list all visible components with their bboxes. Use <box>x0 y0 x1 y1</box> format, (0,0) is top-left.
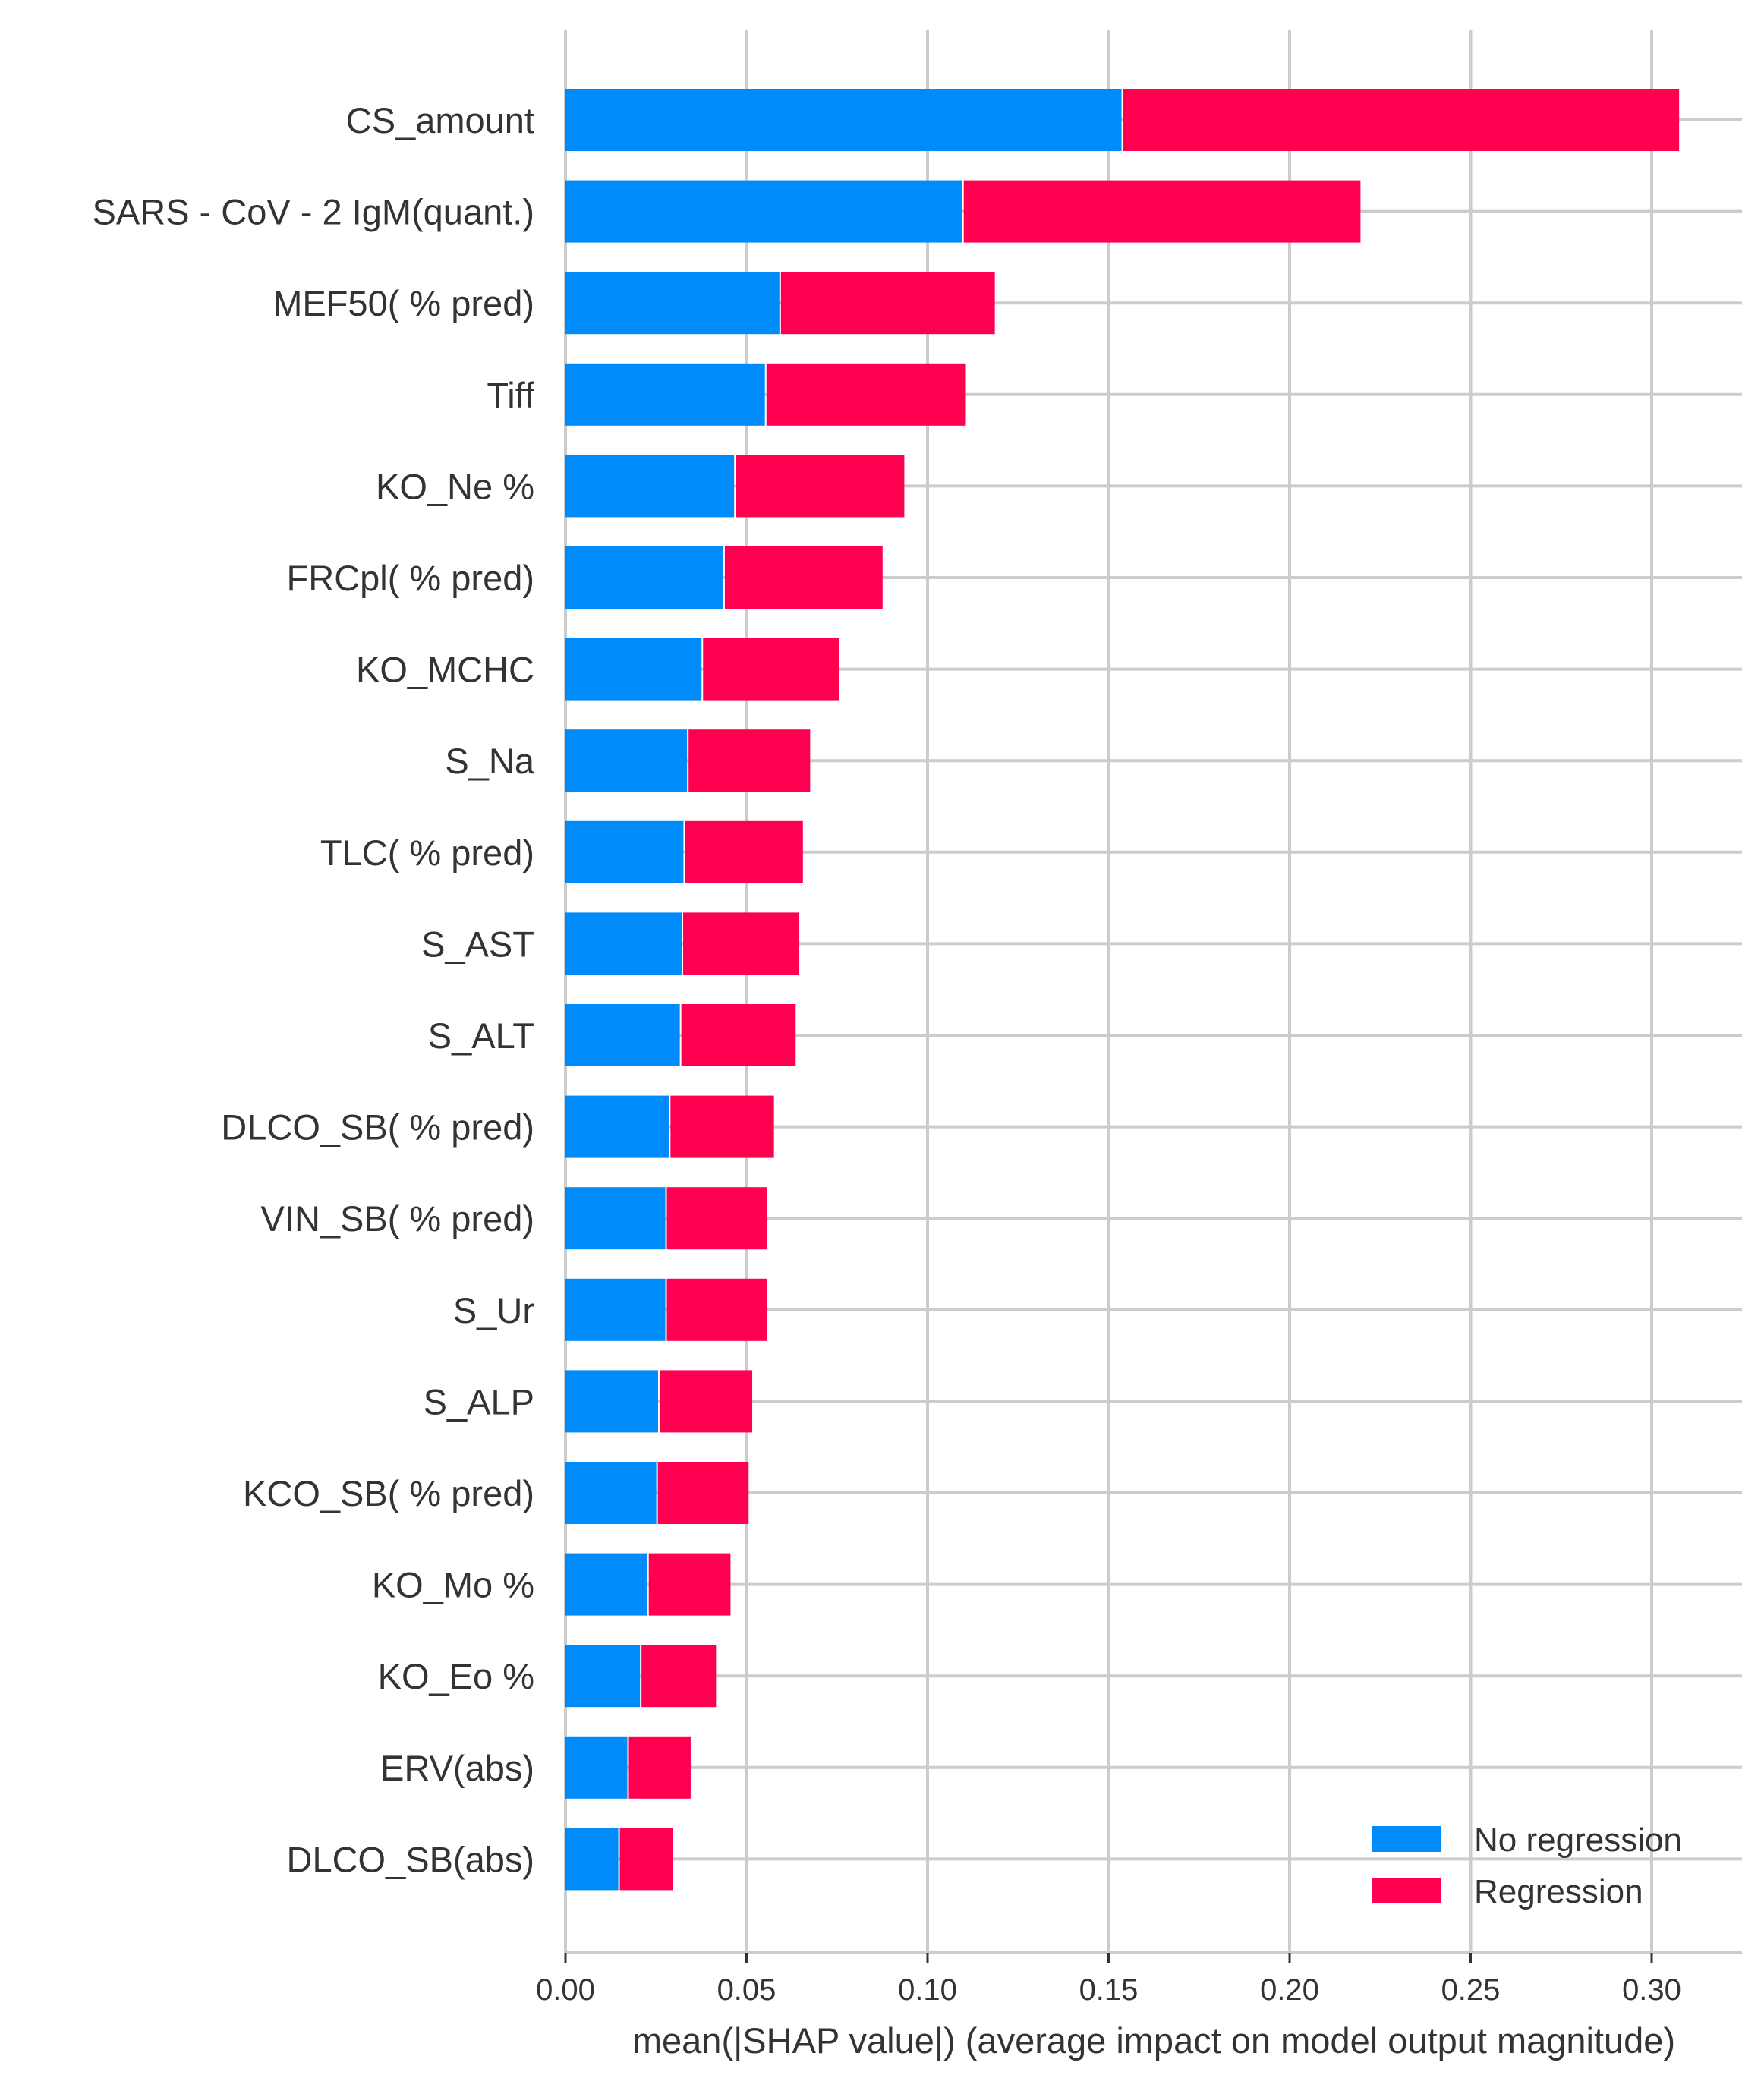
bar-regression-4 <box>736 455 905 518</box>
feature-label-7: S_Na <box>445 741 534 781</box>
feature-label-0: CS_amount <box>346 100 534 140</box>
feature-label-18: ERV(abs) <box>380 1748 534 1788</box>
bar-no-regression-16 <box>565 1553 647 1616</box>
bar-no-regression-12 <box>565 1187 666 1250</box>
bar-series <box>565 89 1680 1891</box>
feature-label-11: DLCO_SB( % pred) <box>221 1107 534 1148</box>
bar-regression-14 <box>660 1370 753 1433</box>
bar-regression-13 <box>666 1278 767 1341</box>
bar-regression-17 <box>641 1645 717 1708</box>
bar-regression-12 <box>666 1187 767 1250</box>
bar-regression-15 <box>657 1462 749 1524</box>
bar-regression-19 <box>619 1828 673 1891</box>
feature-label-16: KO_Mo % <box>372 1565 534 1605</box>
bar-no-regression-6 <box>565 638 702 701</box>
bar-regression-1 <box>963 180 1361 243</box>
legend-swatch-no-regression <box>1372 1826 1441 1852</box>
bar-no-regression-1 <box>565 180 962 243</box>
bar-no-regression-13 <box>565 1278 666 1341</box>
bar-regression-6 <box>703 638 839 701</box>
bar-regression-18 <box>628 1736 691 1799</box>
vertical-gridlines <box>564 30 1653 1953</box>
feature-label-6: KO_MCHC <box>356 650 534 690</box>
feature-label-1: SARS - CoV - 2 IgM(quant.) <box>93 192 534 232</box>
bar-regression-11 <box>670 1095 774 1158</box>
x-tick-label-6: 0.30 <box>1622 1973 1681 2007</box>
feature-label-4: KO_Ne % <box>376 466 534 506</box>
x-tick-label-4: 0.20 <box>1260 1973 1319 2007</box>
bar-no-regression-11 <box>565 1095 669 1158</box>
feature-label-15: KCO_SB( % pred) <box>243 1473 534 1513</box>
bar-no-regression-5 <box>565 546 723 609</box>
legend: No regression Regression <box>1372 1822 1682 1910</box>
bar-regression-5 <box>724 546 883 609</box>
feature-label-14: S_ALP <box>424 1381 534 1422</box>
legend-label-no-regression: No regression <box>1474 1822 1682 1859</box>
bar-no-regression-18 <box>565 1736 628 1799</box>
bar-regression-16 <box>648 1553 731 1616</box>
bar-no-regression-4 <box>565 455 735 518</box>
feature-label-5: FRCpl( % pred) <box>287 558 534 598</box>
bar-regression-2 <box>780 272 995 335</box>
feature-label-13: S_Ur <box>453 1290 534 1330</box>
bar-no-regression-14 <box>565 1370 659 1433</box>
x-tick-label-0: 0.00 <box>536 1973 595 2007</box>
x-axis-title: mean(|SHAP value|) (average impact on mo… <box>632 2020 1675 2061</box>
x-tick-label-3: 0.15 <box>1079 1973 1139 2007</box>
x-axis-ticks: 0.00 0.05 0.10 0.15 0.20 0.25 0.30 <box>536 1953 1681 2007</box>
legend-label-regression: Regression <box>1474 1873 1643 1910</box>
legend-swatch-regression <box>1372 1878 1441 1903</box>
bar-regression-8 <box>685 820 803 883</box>
x-tick-label-5: 0.25 <box>1441 1973 1501 2007</box>
feature-label-3: Tiff <box>487 375 535 415</box>
bar-no-regression-7 <box>565 729 688 792</box>
bar-regression-3 <box>766 363 966 426</box>
bar-no-regression-8 <box>565 820 684 883</box>
bar-no-regression-15 <box>565 1462 657 1524</box>
feature-labels: CS_amount SARS - CoV - 2 IgM(quant.) MEF50… <box>93 100 535 1879</box>
feature-label-19: DLCO_SB(abs) <box>287 1839 535 1879</box>
feature-label-8: TLC( % pred) <box>320 833 534 873</box>
bar-no-regression-10 <box>565 1004 680 1066</box>
feature-label-17: KO_Eo % <box>378 1656 534 1696</box>
bar-no-regression-17 <box>565 1645 641 1708</box>
bar-no-regression-9 <box>565 912 682 975</box>
feature-label-2: MEF50( % pred) <box>272 283 534 323</box>
bar-regression-0 <box>1123 89 1680 151</box>
bar-regression-9 <box>683 912 800 975</box>
x-tick-label-1: 0.05 <box>717 1973 776 2007</box>
feature-label-10: S_ALT <box>428 1015 534 1056</box>
bar-no-regression-2 <box>565 272 780 335</box>
bar-no-regression-19 <box>565 1828 619 1891</box>
x-tick-label-2: 0.10 <box>898 1973 957 2007</box>
feature-label-12: VIN_SB( % pred) <box>261 1198 534 1239</box>
bar-regression-10 <box>681 1004 796 1066</box>
bar-no-regression-0 <box>565 89 1122 151</box>
bar-no-regression-3 <box>565 363 765 426</box>
bar-regression-7 <box>688 729 811 792</box>
feature-label-9: S_AST <box>421 924 534 964</box>
